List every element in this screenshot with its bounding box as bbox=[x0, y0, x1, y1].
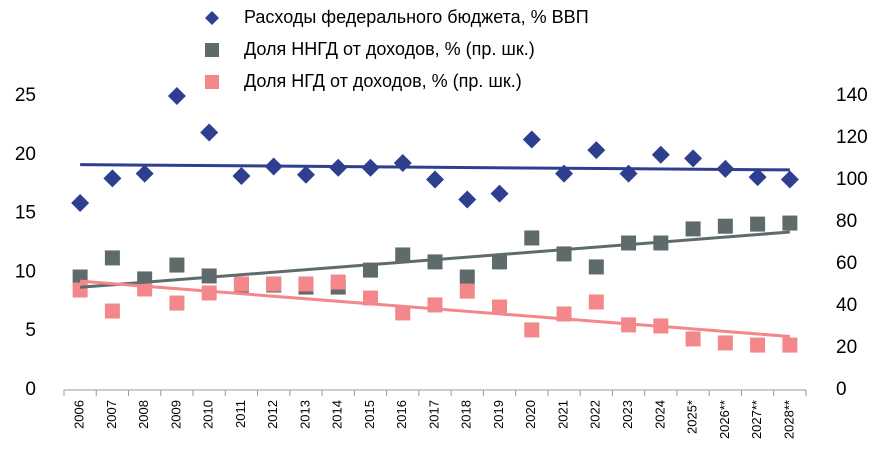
point bbox=[103, 169, 122, 188]
point bbox=[167, 87, 186, 105]
point bbox=[588, 294, 604, 310]
point bbox=[684, 149, 703, 168]
x-tick-label: 2009 bbox=[168, 400, 183, 429]
point bbox=[522, 130, 541, 149]
trendline bbox=[80, 279, 790, 338]
legend-label: Расходы федерального бюджета, % ВВП bbox=[244, 7, 589, 27]
point bbox=[750, 216, 766, 232]
trendline bbox=[80, 230, 790, 289]
x-tick-label: 2007 bbox=[104, 400, 119, 429]
x-tick-label: 2028** bbox=[781, 400, 796, 439]
point bbox=[717, 335, 733, 351]
legend-marker bbox=[205, 43, 219, 57]
x-tick-label: 2008 bbox=[136, 400, 151, 429]
point bbox=[72, 282, 88, 298]
point bbox=[427, 254, 443, 270]
point bbox=[492, 254, 508, 270]
point bbox=[490, 184, 509, 203]
y2-tick-label: 40 bbox=[836, 295, 857, 316]
x-tick-label: 2022 bbox=[588, 400, 603, 429]
point bbox=[780, 170, 799, 189]
legend-label: Доля НГД от доходов, % (пр. шк.) bbox=[244, 71, 522, 91]
x-tick-label: 2020 bbox=[523, 400, 538, 429]
y-tick-label: 20 bbox=[15, 144, 36, 165]
point bbox=[621, 235, 637, 251]
point bbox=[458, 190, 477, 209]
y2-tick-label: 0 bbox=[836, 379, 847, 400]
x-tick-label: 2024 bbox=[652, 400, 667, 429]
point bbox=[524, 322, 540, 338]
point bbox=[233, 276, 249, 292]
point bbox=[587, 141, 606, 160]
y2-tick-label: 20 bbox=[836, 337, 857, 358]
point bbox=[296, 165, 315, 184]
legend-label: Доля ННГД от доходов, % (пр. шк.) bbox=[244, 39, 535, 59]
x-tick-label: 2019 bbox=[491, 400, 506, 429]
point bbox=[298, 276, 314, 292]
x-tick-label: 2014 bbox=[330, 400, 345, 429]
x-tick-label: 2011 bbox=[233, 400, 248, 428]
y-tick-label: 25 bbox=[15, 85, 36, 106]
point bbox=[426, 170, 444, 189]
x-tick-label: 2010 bbox=[201, 400, 216, 429]
point bbox=[459, 283, 475, 299]
y2-tick-label: 80 bbox=[836, 211, 857, 232]
point bbox=[169, 295, 185, 311]
x-tick-label: 2006 bbox=[72, 400, 87, 429]
point bbox=[395, 305, 411, 321]
point bbox=[524, 230, 540, 246]
point bbox=[200, 123, 219, 142]
point bbox=[266, 276, 282, 292]
x-tick-label: 2016 bbox=[394, 400, 409, 429]
legend-marker bbox=[205, 11, 219, 25]
y-tick-label: 0 bbox=[25, 379, 36, 400]
point bbox=[717, 218, 733, 234]
point bbox=[330, 274, 346, 290]
point bbox=[492, 299, 508, 315]
legend-marker bbox=[205, 75, 219, 89]
trendline bbox=[80, 163, 790, 172]
x-tick-label: 2017 bbox=[426, 400, 441, 429]
x-tick-label: 2025* bbox=[685, 400, 700, 434]
point bbox=[395, 247, 411, 263]
point bbox=[588, 259, 604, 275]
x-tick-label: 2013 bbox=[297, 400, 312, 429]
point bbox=[685, 221, 701, 237]
point bbox=[71, 194, 90, 213]
point bbox=[232, 166, 251, 185]
point bbox=[782, 215, 798, 231]
x-tick-label: 2021 bbox=[555, 400, 570, 429]
point bbox=[104, 250, 120, 266]
point bbox=[782, 337, 798, 353]
point bbox=[748, 168, 767, 187]
point bbox=[459, 269, 475, 285]
x-tick-label: 2026** bbox=[717, 400, 732, 439]
point bbox=[201, 285, 217, 301]
point bbox=[393, 154, 412, 173]
y-tick-label: 5 bbox=[25, 320, 36, 341]
point bbox=[651, 145, 670, 164]
y-tick-label: 10 bbox=[15, 261, 36, 282]
y-tick-label: 15 bbox=[15, 203, 36, 224]
point bbox=[685, 331, 701, 347]
x-tick-label: 2023 bbox=[620, 400, 635, 429]
x-tick-label: 2027** bbox=[749, 400, 764, 439]
point bbox=[104, 303, 120, 319]
x-tick-label: 2018 bbox=[459, 400, 474, 429]
y2-tick-label: 120 bbox=[836, 127, 868, 148]
y2-tick-label: 60 bbox=[836, 253, 857, 274]
point bbox=[362, 290, 378, 306]
point bbox=[750, 337, 766, 353]
x-tick-label: 2012 bbox=[265, 400, 280, 429]
point bbox=[135, 164, 154, 183]
point bbox=[169, 257, 185, 273]
y2-tick-label: 100 bbox=[836, 169, 868, 190]
y2-tick-label: 140 bbox=[836, 85, 868, 106]
x-tick-label: 2015 bbox=[362, 400, 377, 429]
